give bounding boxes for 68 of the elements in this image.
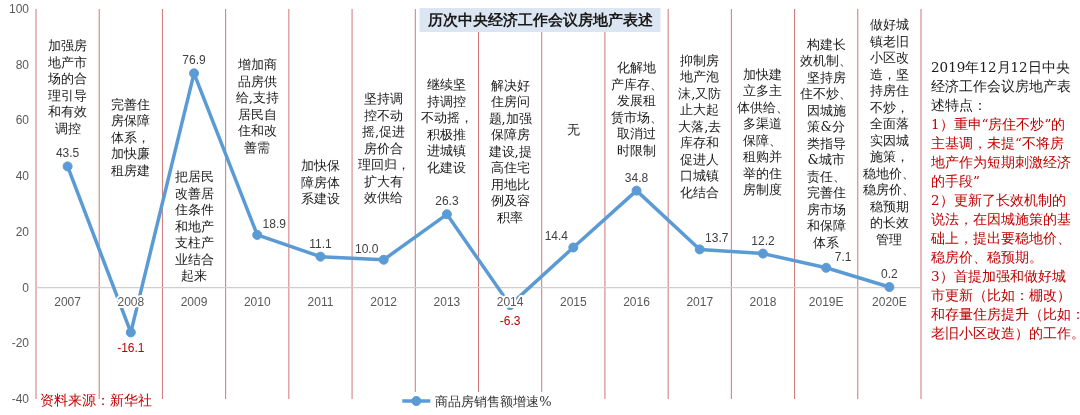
annotation: 增加商品房供给,支持居民自住和改善需 [235,57,279,155]
text: 构建长效机制、坚持房住不炒、因城施策&分类指导&城市责任、完善住房市场和保障体系 [800,36,853,250]
x-tick-label: 2015 [559,294,587,309]
data-label: 14.4 [544,229,569,244]
point [631,185,642,196]
y-tick-label: -40 [11,392,30,406]
data-label: 11.1 [309,236,333,251]
annotation: 加快建立多主体供给、多渠道保障、租购并举的住房制度 [736,66,789,198]
point [757,248,768,259]
text: 解决好住房问题,加强保障房建设,提高住宅用地比例及容积率 [488,77,532,225]
x-tick-label: 2019E [808,294,844,309]
y-tick-label: 20 [15,224,30,239]
legend-label: 商品房销售额增速% [435,393,552,409]
point [62,161,73,172]
y-tick-label: 0 [22,280,30,295]
text: 抑制房地产泡沫,又防止大起大落,去库存和促进人口城镇化结合 [678,52,722,200]
y-tick-label: -20 [11,336,30,351]
text: 2019年12月12日中央经济工作会议房地产表述特点： [931,59,1071,113]
x-tick-label: 2017 [686,294,714,309]
x-tick-label: 2009 [180,294,208,309]
x-tick-label: 2010 [243,294,271,309]
y-tick-label: 60 [15,113,30,128]
data-label: 43.5 [55,146,80,161]
point [125,327,136,338]
point [884,282,895,293]
point [694,244,705,255]
x-tick-label: 2011 [307,294,334,309]
annotation: 资料来源：新华社 [40,392,152,408]
annotation: 完善住房保障体系，加快廉租房建 [111,96,151,178]
chart-title: 历次中央经济工作会议房地产表述 [426,11,654,29]
data-label: 7.1 [834,249,852,264]
annotation: 无 [566,121,580,137]
data-label: -16.1 [117,341,145,356]
annotation: 坚持调控不动摇,促进房价合理回归，扩大有效供给 [357,91,410,205]
point [821,262,832,273]
annotation: 加快保障房体系建设 [300,158,340,206]
y-tick-label: 100 [8,2,30,16]
annotation: 继续坚持调控不动摇，积极推进城镇化建设 [420,77,473,175]
point [252,229,263,240]
point [568,242,579,253]
y-tick-label: 40 [15,169,30,184]
data-label: 26.3 [435,194,459,209]
annotation: 把居民改善居住条件和地产支柱产业结合起来 [173,169,214,283]
data-label: 10.0 [355,241,379,256]
data-label: 13.7 [705,231,729,246]
data-label: 0.2 [881,267,899,282]
y-tick-label: 80 [15,57,30,72]
point [315,251,326,262]
point [189,68,200,79]
x-tick-label: 2020E [872,294,907,309]
text: 做好城镇老旧小区改造，坚持房住不炒，全面落实因城施策，稳地价、稳房价、稳预期的长效管理 [863,17,916,247]
annotation: 加强房地产市场的合理引导和有效调控 [47,38,88,136]
text: 2）更新了长效机制的说法，在因城施策的基础上，提出要稳地价、稳房价、稳预期。 [930,192,1071,265]
text: 1）重申“房住不炒”的主基调，未提“不将房地产作为短期刺激经济的手段” [930,116,1071,189]
data-label: 34.8 [624,170,649,185]
text: 3）首提加强和做好城市更新（比如：棚改）和存量住房提升（比如：老旧小区改造）的工作。 [931,268,1080,341]
x-tick-label: 2007 [54,294,82,309]
data-label: 76.9 [182,53,207,68]
x-tick-label: 2012 [370,294,398,309]
x-tick-label: 2013 [433,294,461,309]
data-label: 12.2 [751,233,775,248]
point [378,254,389,265]
data-label: 18.9 [262,216,287,231]
point [441,209,452,220]
x-tick-label: 2016 [623,294,651,309]
annotation: 化解地产库存、发展租赁市场、取消过时限制 [610,60,663,158]
data-label: -6.3 [499,314,521,329]
x-tick-label: 2018 [749,294,777,309]
